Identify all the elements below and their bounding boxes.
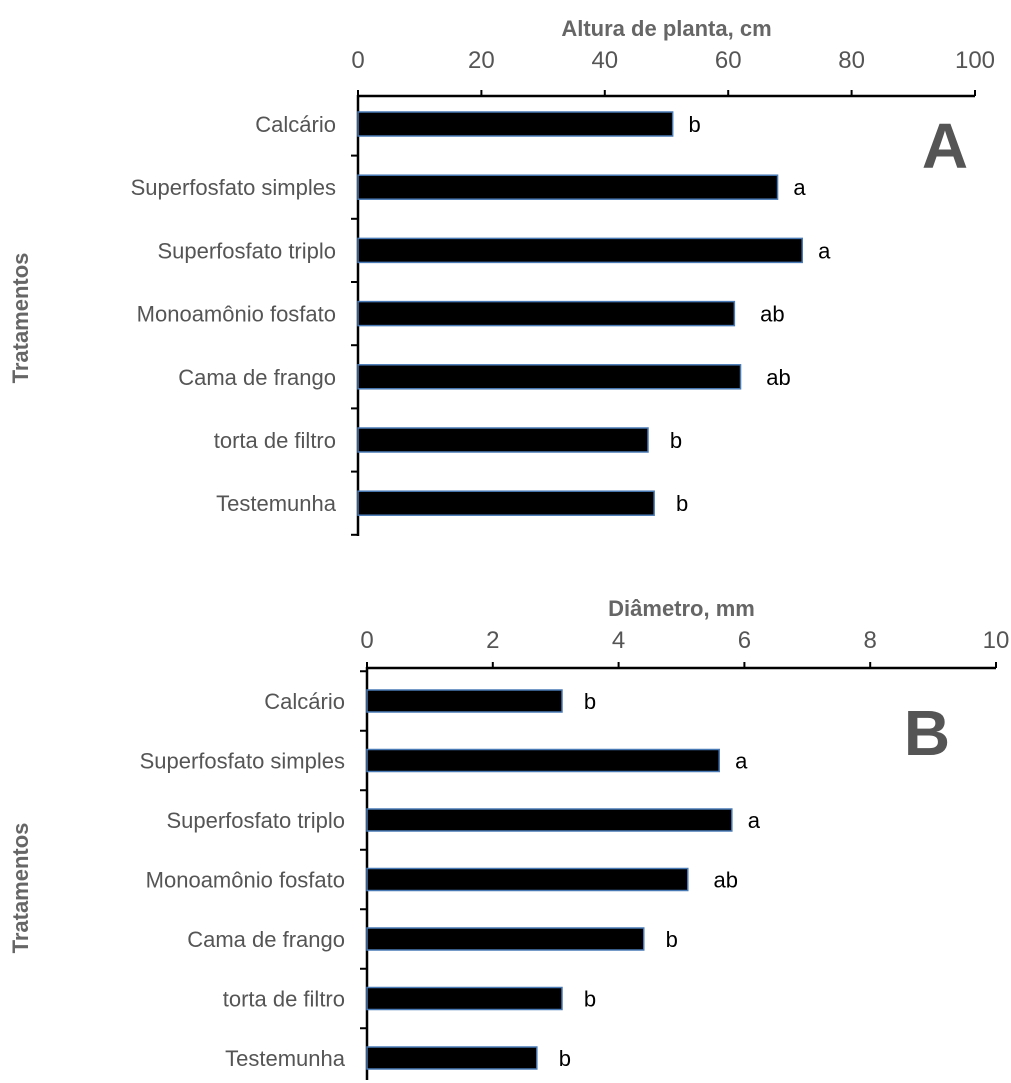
y-axis-title: Tratamentos: [8, 253, 33, 384]
significance-letter: b: [689, 112, 701, 137]
bar: [366, 748, 720, 773]
panel-letter: B: [904, 697, 950, 769]
x-tick-label: 0: [360, 627, 373, 654]
bar: [357, 237, 803, 264]
x-tick-label: 60: [715, 47, 742, 74]
panel-letter: A: [922, 110, 968, 182]
chart-panel-a: Altura de planta, cm Tratamentos 0 20 40 60 80…: [8, 16, 995, 536]
bar: [357, 490, 655, 516]
x-axis-title: Altura de planta, cm: [561, 16, 771, 41]
significance-letter: b: [559, 1046, 571, 1071]
category-label: Monoamônio fosfato: [146, 868, 345, 893]
significance-letter: ab: [714, 868, 738, 893]
x-tick-label: 4: [612, 627, 625, 654]
bar: [366, 986, 563, 1011]
y-axis-title: Tratamentos: [8, 823, 33, 954]
x-tick-label: 0: [351, 47, 364, 74]
bar: [366, 1046, 538, 1070]
category-label: torta de filtro: [214, 428, 336, 453]
bar: [366, 808, 733, 832]
bar: [357, 300, 736, 327]
bar: [357, 111, 674, 137]
category-label: Cama de frango: [178, 365, 336, 390]
category-label: Superfosfato triplo: [166, 808, 345, 833]
category-label: Testemunha: [216, 491, 337, 516]
category-label: Testemunha: [225, 1046, 346, 1071]
x-tick-label: 2: [486, 627, 499, 654]
significance-letter: ab: [760, 302, 784, 327]
bar: [366, 927, 645, 951]
category-label: Superfosfato simples: [131, 175, 336, 200]
category-label: torta de filtro: [223, 987, 345, 1012]
significance-letter: a: [793, 175, 806, 200]
x-tick-label: 8: [864, 627, 877, 654]
x-tick-label: 6: [738, 627, 751, 654]
significance-letter: b: [584, 689, 596, 714]
x-tick-label: 100: [955, 47, 995, 74]
x-tick-label: 80: [838, 47, 865, 74]
significance-letter: b: [676, 491, 688, 516]
bar: [357, 174, 779, 200]
bar: [357, 427, 649, 453]
bar: [357, 364, 742, 390]
significance-letter: a: [735, 749, 748, 774]
chart-panel-b: Diâmetro, mm Tratamentos 0 2 4 6 8 10 Calcário b S…: [8, 596, 1009, 1080]
category-label: Calcário: [264, 689, 345, 714]
significance-letter: ab: [766, 365, 790, 390]
x-tick-label: 40: [591, 47, 618, 74]
category-label: Superfosfato triplo: [157, 238, 336, 263]
significance-letter: a: [818, 238, 831, 263]
significance-letter: b: [670, 428, 682, 453]
bar: [366, 689, 563, 713]
category-label: Superfosfato simples: [140, 749, 345, 774]
significance-letter: b: [666, 927, 678, 952]
category-label: Monoamônio fosfato: [137, 302, 336, 327]
x-tick-label: 20: [468, 47, 495, 74]
x-axis-title: Diâmetro, mm: [608, 596, 755, 621]
significance-letter: b: [584, 987, 596, 1012]
x-tick-label: 10: [983, 627, 1010, 654]
significance-letter: a: [748, 808, 761, 833]
category-label: Cama de frango: [187, 927, 345, 952]
category-label: Calcário: [255, 112, 336, 137]
bar: [366, 867, 689, 892]
